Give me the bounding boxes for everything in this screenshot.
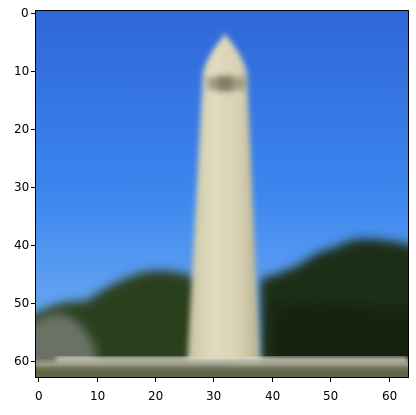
obelisk	[187, 32, 260, 365]
ground-foliage	[36, 367, 408, 377]
y-tick-label: 20	[14, 122, 30, 136]
x-tick-label: 40	[265, 389, 281, 403]
image-axes	[35, 10, 409, 378]
y-tick-label: 0	[21, 6, 29, 20]
y-tick-label: 10	[14, 64, 30, 78]
x-tick-label: 30	[206, 389, 222, 403]
x-tick-label: 10	[90, 389, 106, 403]
x-tick-label: 0	[35, 389, 43, 403]
obelisk-photo	[36, 11, 408, 377]
x-tick-label: 60	[382, 389, 398, 403]
y-tick-label: 30	[14, 180, 30, 194]
y-tick-label: 60	[14, 354, 30, 368]
x-tick-label: 50	[323, 389, 339, 403]
x-tick-label: 20	[148, 389, 164, 403]
y-tick-label: 50	[14, 296, 30, 310]
y-tick-label: 40	[14, 238, 30, 252]
